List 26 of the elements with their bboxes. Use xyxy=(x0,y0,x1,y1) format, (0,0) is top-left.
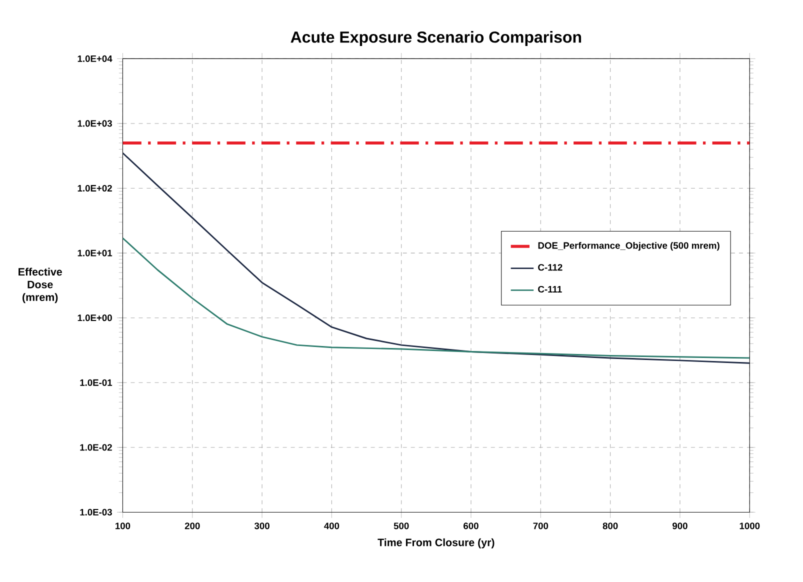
chart-title: Acute Exposure Scenario Comparison xyxy=(290,31,582,46)
legend-label: DOE_Performance_Objective (500 mrem) xyxy=(538,242,720,251)
y-tick-label: 1.0E+00 xyxy=(78,314,112,322)
x-tick-label: 400 xyxy=(324,522,340,530)
y-tick-label: 1.0E-02 xyxy=(80,444,112,451)
x-tick-label: 900 xyxy=(672,522,688,530)
line-series xyxy=(122,238,750,359)
y-tick-label: 1.0E+02 xyxy=(78,185,112,192)
x-tick-label: 600 xyxy=(464,522,478,530)
x-axis-title: Time From Closure (yr) xyxy=(378,538,494,549)
x-tick-label: 500 xyxy=(394,522,409,530)
x-tick-label: 700 xyxy=(533,522,548,530)
line-series xyxy=(122,152,750,364)
y-tick-label: 1.0E+03 xyxy=(78,120,112,127)
y-tick-label: 1.0E-01 xyxy=(80,380,112,386)
y-tick-label: 1.0E-03 xyxy=(80,509,112,516)
x-tick-label: 300 xyxy=(254,522,270,530)
x-tick-label: 200 xyxy=(184,522,200,530)
y-tick-label: 1.0E+04 xyxy=(78,56,112,62)
x-tick-label: 800 xyxy=(602,522,618,530)
x-tick-label: 100 xyxy=(116,522,130,530)
legend-label: C-112 xyxy=(538,264,562,271)
y-tick-label: 1.0E+01 xyxy=(78,250,112,257)
legend-label: C-111 xyxy=(538,286,562,293)
y-axis-title: Effective Dose (mrem) xyxy=(18,268,62,304)
x-tick-label: 1000 xyxy=(740,522,760,530)
